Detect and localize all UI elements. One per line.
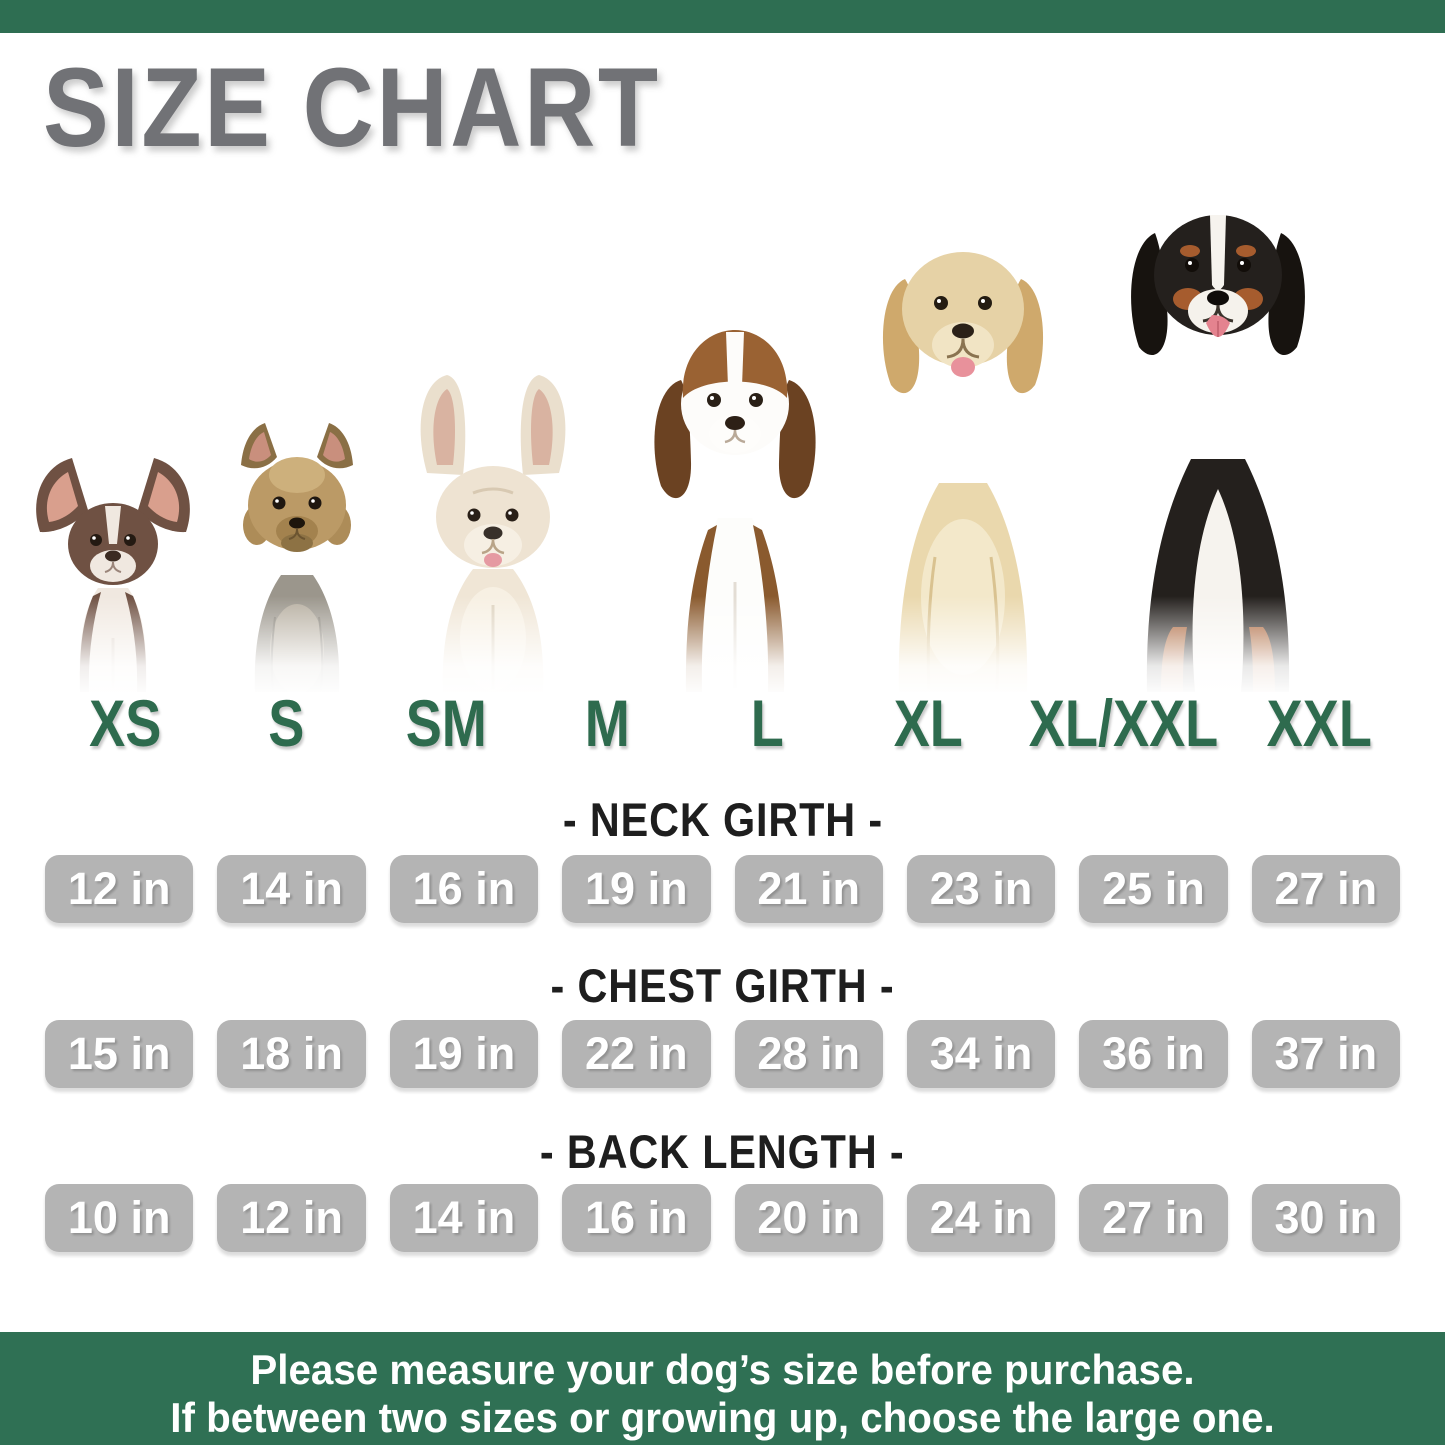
top-green-band [0,0,1445,33]
size-label-m: M [584,686,630,760]
neck-girth-value: 19 in [562,855,711,923]
footer-note-line2: If between two sizes or growing up, choo… [170,1394,1275,1441]
neck-girth-value: 12 in [45,855,194,923]
back-length-value: 14 in [389,1184,539,1252]
size-label-sm: SM [405,686,487,760]
neck-girth-value: 23 in [906,855,1056,923]
beagle-image [654,330,816,692]
size-label-xl-xxl: XL/XXL [1029,686,1219,760]
back-length-value: 20 in [734,1184,883,1252]
yorkshire-terrier-image [241,423,353,692]
footer-note-band: Please measure your dog’s size before pu… [0,1332,1445,1445]
back-length-value: 30 in [1251,1184,1400,1252]
neck-girth-value: 25 in [1079,855,1228,923]
back-length-row: 10 in 12 in 14 in 16 in 20 in 24 in 27 i… [45,1184,1400,1252]
neck-girth-value: 21 in [734,855,883,923]
size-label-xs: XS [89,686,162,760]
neck-girth-value: 27 in [1251,855,1400,923]
footer-note-line1: Please measure your dog’s size before pu… [250,1346,1195,1393]
chest-girth-row: 15 in 18 in 19 in 22 in 28 in 34 in 36 i… [45,1020,1400,1088]
size-label-s: S [267,686,304,760]
french-bulldog-image [420,375,566,692]
chest-girth-value: 37 in [1251,1020,1400,1088]
chest-girth-value: 18 in [217,1020,366,1088]
back-length-value: 12 in [217,1184,366,1252]
bernese-mountain-dog-image [1131,215,1305,692]
chest-girth-value: 28 in [734,1020,883,1088]
size-label-l: L [750,686,785,760]
neck-girth-row: 12 in 14 in 16 in 19 in 21 in 23 in 25 i… [45,855,1400,923]
page-title: SIZE CHART [43,45,661,170]
back-length-value: 16 in [562,1184,711,1252]
size-label-xxl: XXL [1267,686,1373,760]
neck-girth-value: 16 in [389,855,539,923]
chest-girth-value: 19 in [389,1020,539,1088]
back-length-heading: - BACK LENGTH - [540,1125,905,1178]
chest-girth-value: 22 in [562,1020,711,1088]
chest-girth-heading: - CHEST GIRTH - [550,959,895,1012]
neck-girth-value: 14 in [217,855,366,923]
chest-girth-value: 34 in [906,1020,1056,1088]
chest-girth-value: 15 in [45,1020,194,1088]
back-length-value: 27 in [1079,1184,1228,1252]
size-label-row: XS S SM M L XL XL/XXL XXL [45,690,1400,756]
back-length-value: 24 in [906,1184,1056,1252]
size-label-xl: XL [893,686,963,760]
golden-retriever-image [882,252,1044,692]
dog-lineup [0,140,1445,696]
neck-girth-heading: - NECK GIRTH - [562,793,883,846]
back-length-value: 10 in [45,1184,194,1252]
chihuahua-image [36,458,190,692]
chest-girth-value: 36 in [1079,1020,1228,1088]
